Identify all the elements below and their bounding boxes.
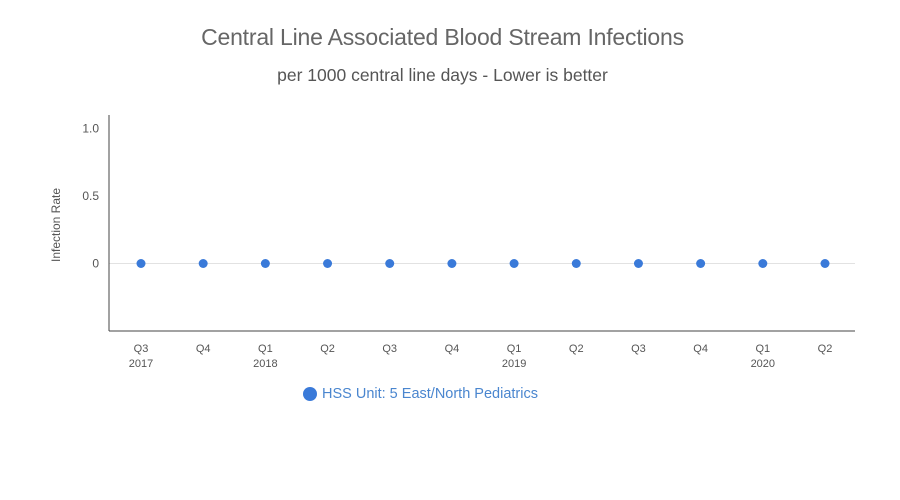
data-point xyxy=(509,259,519,268)
data-point xyxy=(198,259,208,268)
data-point xyxy=(696,259,706,268)
x-tick-label: Q4 xyxy=(693,343,708,355)
x-tick-label: Q3 xyxy=(382,343,397,355)
x-tick-label: Q2 xyxy=(818,343,833,355)
y-axis-title: Infection Rate xyxy=(49,188,63,262)
chart-title: Central Line Associated Blood Stream Inf… xyxy=(201,24,684,50)
legend-marker-icon xyxy=(303,387,317,401)
legend-label: HSS Unit: 5 East/North Pediatrics xyxy=(322,386,538,402)
x-tick-year-label: 2018 xyxy=(253,358,277,370)
legend[interactable]: HSS Unit: 5 East/North Pediatrics xyxy=(303,386,538,402)
x-tick-label: Q2 xyxy=(320,343,335,355)
x-tick-label: Q4 xyxy=(445,343,460,355)
data-point xyxy=(385,259,395,268)
x-tick-label: Q3 xyxy=(631,343,646,355)
x-tick-year-label: 2017 xyxy=(129,358,153,370)
y-tick-label: 0 xyxy=(92,257,99,271)
data-point xyxy=(136,259,146,268)
data-point xyxy=(447,259,457,268)
x-tick-label: Q4 xyxy=(196,343,211,355)
chart-subtitle: per 1000 central line days - Lower is be… xyxy=(277,65,608,85)
x-tick-year-label: 2020 xyxy=(751,358,775,370)
x-tick-label: Q2 xyxy=(569,343,584,355)
x-tick-label: Q1 xyxy=(258,343,273,355)
data-point xyxy=(633,259,643,268)
data-point xyxy=(820,259,830,268)
y-tick-label: 1.0 xyxy=(82,122,99,136)
data-point xyxy=(260,259,270,268)
x-tick-label: Q1 xyxy=(755,343,770,355)
x-tick-label: Q1 xyxy=(507,343,522,355)
x-tick-year-label: 2019 xyxy=(502,358,526,370)
y-tick-label: 0.5 xyxy=(82,189,99,203)
data-point xyxy=(323,259,333,268)
data-point xyxy=(571,259,581,268)
x-tick-label: Q3 xyxy=(134,343,149,355)
data-point xyxy=(758,259,768,268)
